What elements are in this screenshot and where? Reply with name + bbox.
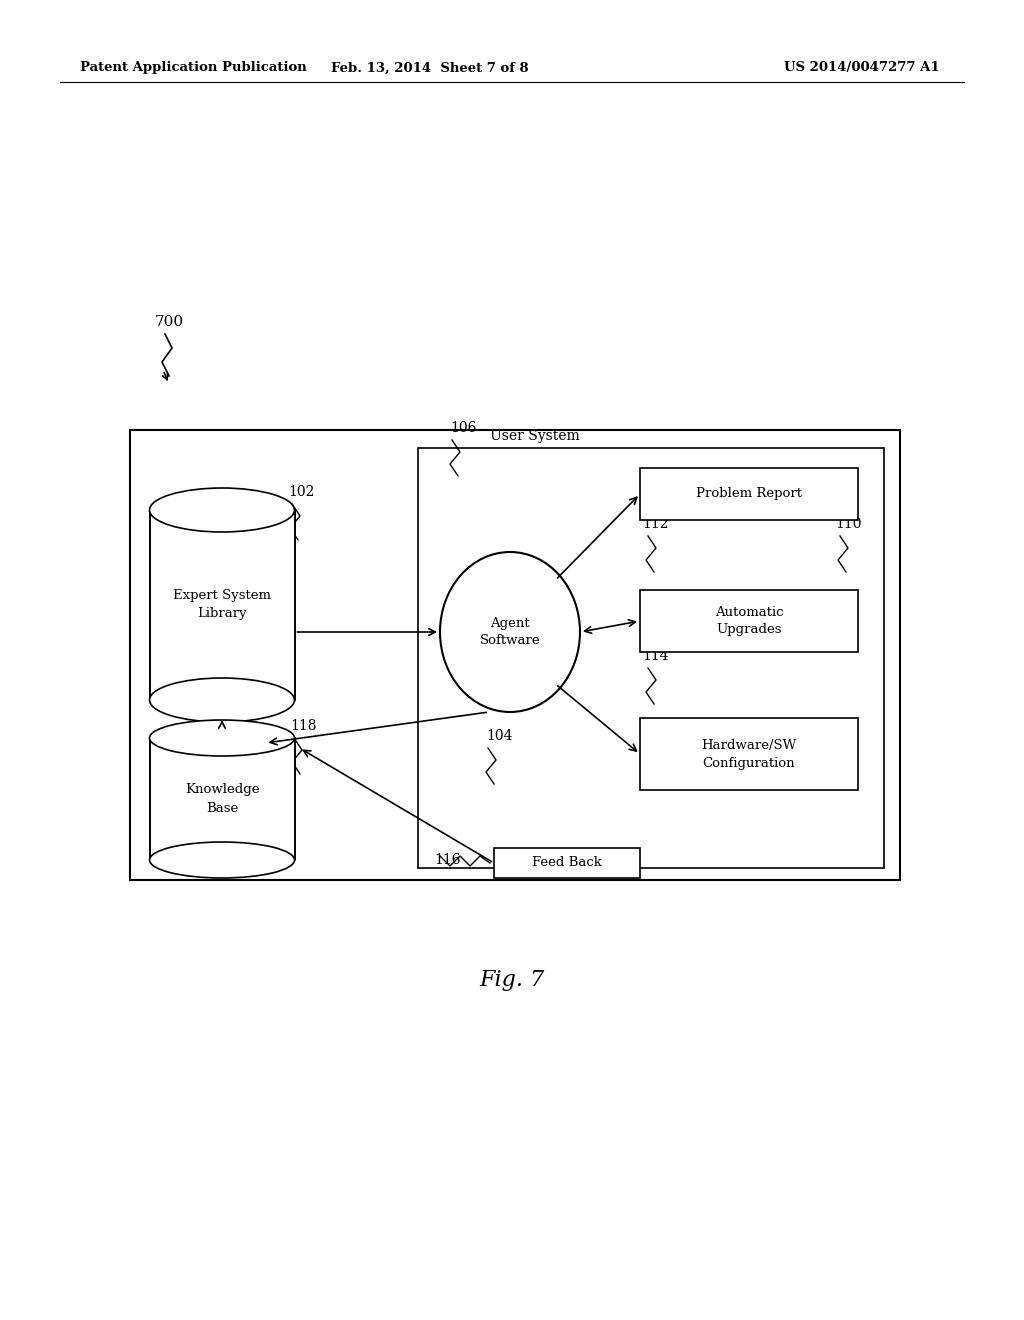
Text: Automatic
Upgrades: Automatic Upgrades (715, 606, 783, 636)
Ellipse shape (150, 678, 295, 722)
Text: 114: 114 (642, 649, 669, 663)
Ellipse shape (150, 488, 295, 532)
Text: Expert System
Library: Expert System Library (173, 590, 271, 620)
Text: 118: 118 (290, 719, 316, 733)
Text: 110: 110 (835, 517, 861, 531)
Text: Feb. 13, 2014  Sheet 7 of 8: Feb. 13, 2014 Sheet 7 of 8 (331, 62, 528, 74)
Ellipse shape (150, 842, 295, 878)
Text: Fig. 7: Fig. 7 (479, 969, 545, 991)
Bar (640, 590, 858, 652)
Bar (418, 447, 884, 869)
Ellipse shape (150, 719, 295, 756)
Text: 106: 106 (450, 421, 476, 436)
Text: Hardware/SW
Configuration: Hardware/SW Configuration (701, 738, 797, 770)
Ellipse shape (150, 488, 295, 532)
Text: User System: User System (490, 429, 580, 444)
Text: Patent Application Publication: Patent Application Publication (80, 62, 307, 74)
Text: 116: 116 (434, 853, 461, 867)
Ellipse shape (440, 552, 580, 711)
Bar (640, 718, 858, 789)
Text: 112: 112 (642, 517, 669, 531)
Text: Problem Report: Problem Report (696, 487, 802, 500)
Bar (150, 738, 295, 861)
Bar (640, 469, 858, 520)
Text: 102: 102 (288, 484, 314, 499)
Text: US 2014/0047277 A1: US 2014/0047277 A1 (784, 62, 940, 74)
Text: 104: 104 (486, 729, 512, 743)
Text: Agent
Software: Agent Software (479, 616, 541, 648)
Text: Knowledge
Base: Knowledge Base (184, 784, 259, 814)
Text: Feed Back: Feed Back (532, 857, 602, 870)
Ellipse shape (150, 719, 295, 756)
Bar (150, 510, 295, 700)
Text: 700: 700 (155, 315, 184, 329)
Bar (494, 847, 640, 878)
Bar (130, 430, 900, 880)
